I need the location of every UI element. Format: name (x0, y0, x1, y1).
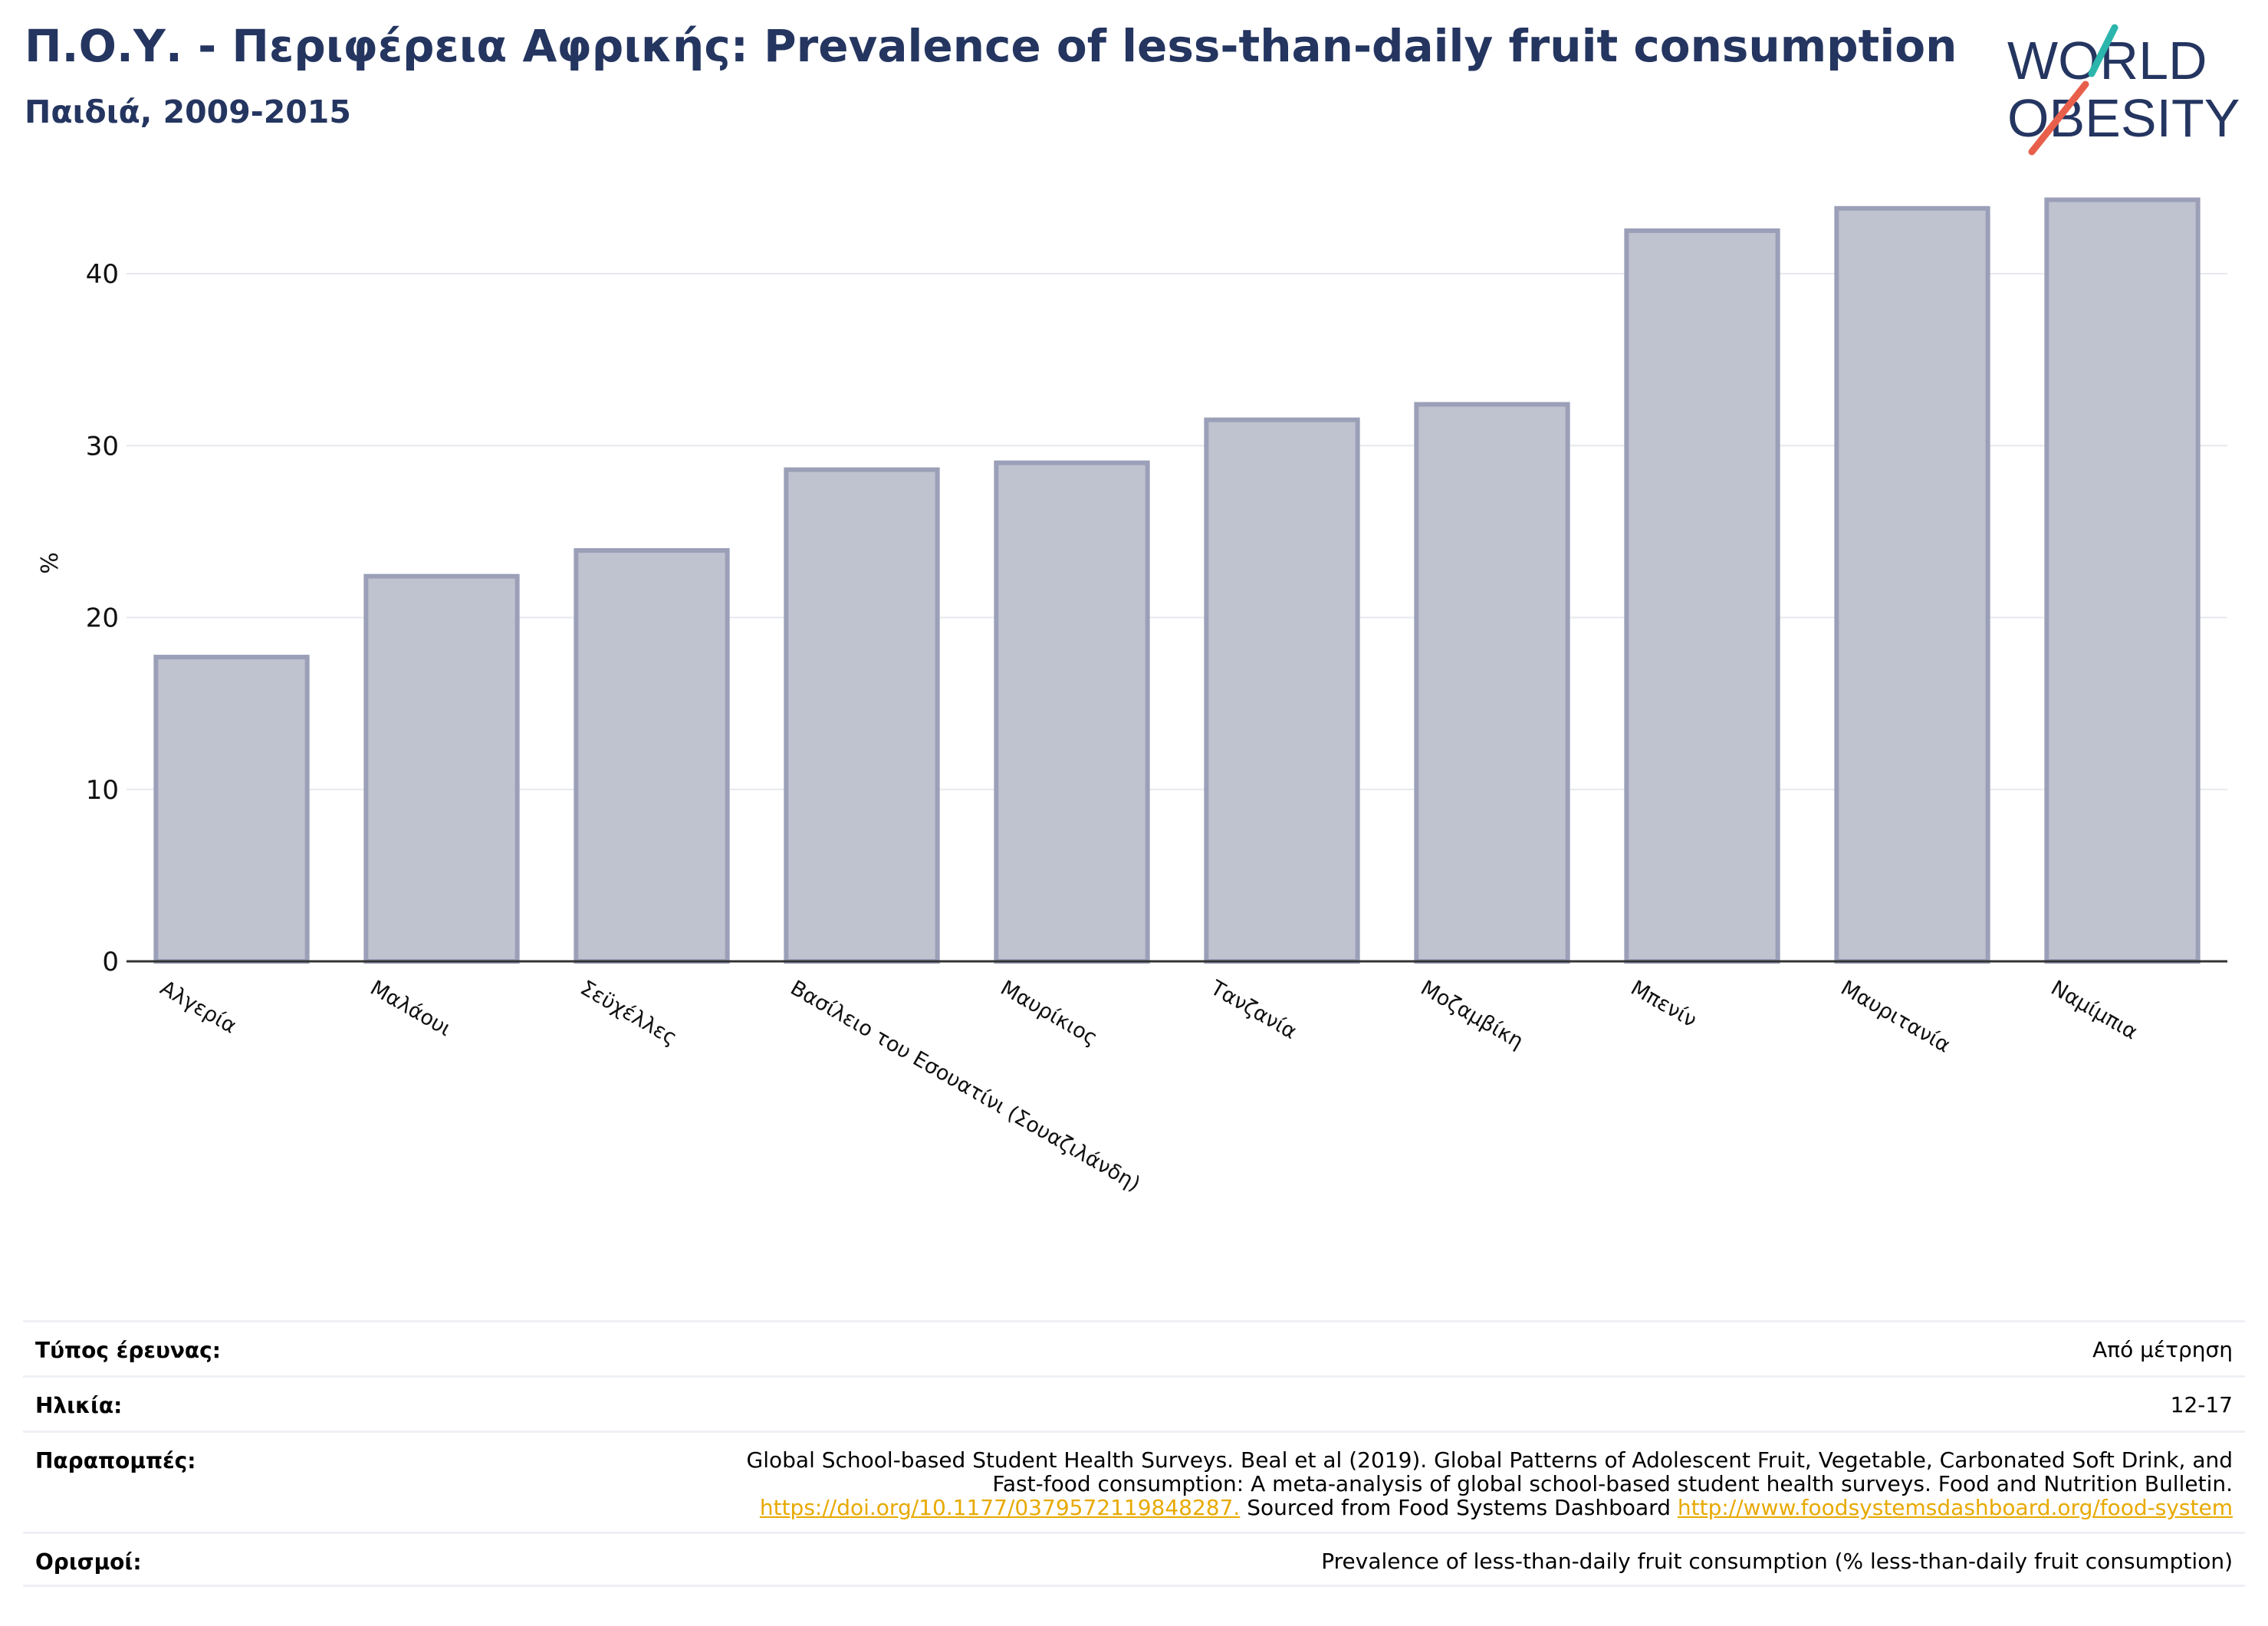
chart-subtitle: Παιδιά, 2009-2015 (25, 94, 351, 130)
meta-label-survey-type: Τύπος έρευνας: (35, 1338, 221, 1363)
meta-label-definitions: Ορισμοί: (35, 1549, 142, 1575)
x-tick-label: Μαλάουι (366, 976, 455, 1041)
metadata-table: Τύπος έρευνας: Από μέτρηση Ηλικία: 12-17… (23, 1320, 2245, 1587)
logo-slash-teal (2088, 24, 2118, 77)
reference-source-text: Sourced from Food Systems Dashboard (1240, 1495, 1678, 1520)
bar (784, 467, 940, 964)
y-tick-label: 10 (86, 775, 119, 806)
x-tick-label: Τανζανία (1206, 976, 1301, 1044)
x-tick-label: Αλγερία (156, 976, 241, 1038)
meta-value-survey-type: Από μέτρηση (2092, 1337, 2233, 1362)
x-tick-label: Μαυρίκιος (997, 976, 1102, 1050)
x-tick-label: Ναμίμπια (2047, 976, 2141, 1044)
chart-title: Π.Ο.Υ. - Περιφέρεια Αφρικής: Prevalence … (25, 20, 1957, 72)
x-tick-label: Βασίλειο του Εσουατίνι (Σουαζιλάνδη) (787, 976, 1145, 1196)
meta-value-references: Global School-based Student Health Surve… (747, 1444, 2233, 1519)
bar (1624, 228, 1780, 964)
x-tick-label: Μπενίν (1627, 976, 1701, 1033)
x-tick-label: Μοζαμβίκη (1417, 976, 1527, 1053)
reference-line-3: https://doi.org/10.1177/0379572119848287… (747, 1496, 2233, 1519)
y-tick-label: 40 (86, 259, 119, 290)
bar (2044, 197, 2201, 964)
meta-value-age: 12-17 (2170, 1392, 2233, 1417)
reference-line-2: Fast-food consumption: A meta-analysis o… (992, 1471, 2233, 1496)
bar (363, 573, 520, 964)
logo-slash-red (2028, 80, 2089, 156)
y-tick-label: 20 (86, 603, 119, 634)
meta-row-references: Παραπομπές: Global School-based Student … (23, 1431, 2245, 1532)
x-tick-label: Σεϋχέλλες (577, 976, 682, 1050)
bar-chart: 0 10 20 30 40% Αλγερία Μαλάουι Σεϋχέλλες Βασίλει… (37, 197, 2227, 1197)
y-tick-label: 0 (102, 947, 119, 977)
bar (1834, 205, 1990, 964)
meta-label-age: Ηλικία: (35, 1393, 123, 1418)
y-axis-label: % (37, 552, 64, 574)
bar (574, 548, 730, 964)
bar (994, 460, 1150, 964)
bar (1414, 402, 1570, 964)
bar (153, 655, 310, 964)
world-obesity-logo: WORLD OBESITY (2007, 24, 2240, 156)
meta-row-age: Ηλικία: 12-17 (23, 1375, 2245, 1431)
bar (1204, 417, 1360, 964)
food-systems-dashboard-link[interactable]: http://www.foodsystemsdashboard.org/food… (1677, 1495, 2233, 1520)
meta-value-definitions: Prevalence of less-than-daily fruit cons… (1321, 1549, 2233, 1574)
meta-row-definitions: Ορισμοί: Prevalence of less-than-daily f… (23, 1532, 2245, 1587)
meta-label-references: Παραπομπές: (35, 1448, 196, 1473)
x-tick-label: Μαυριτανία (1837, 976, 1954, 1057)
y-tick-label: 30 (86, 431, 119, 462)
doi-link[interactable]: https://doi.org/10.1177/0379572119848287… (759, 1495, 1241, 1520)
meta-row-survey-type: Τύπος έρευνας: Από μέτρηση (23, 1320, 2245, 1375)
reference-line-1: Global School-based Student Health Surve… (746, 1447, 2233, 1473)
